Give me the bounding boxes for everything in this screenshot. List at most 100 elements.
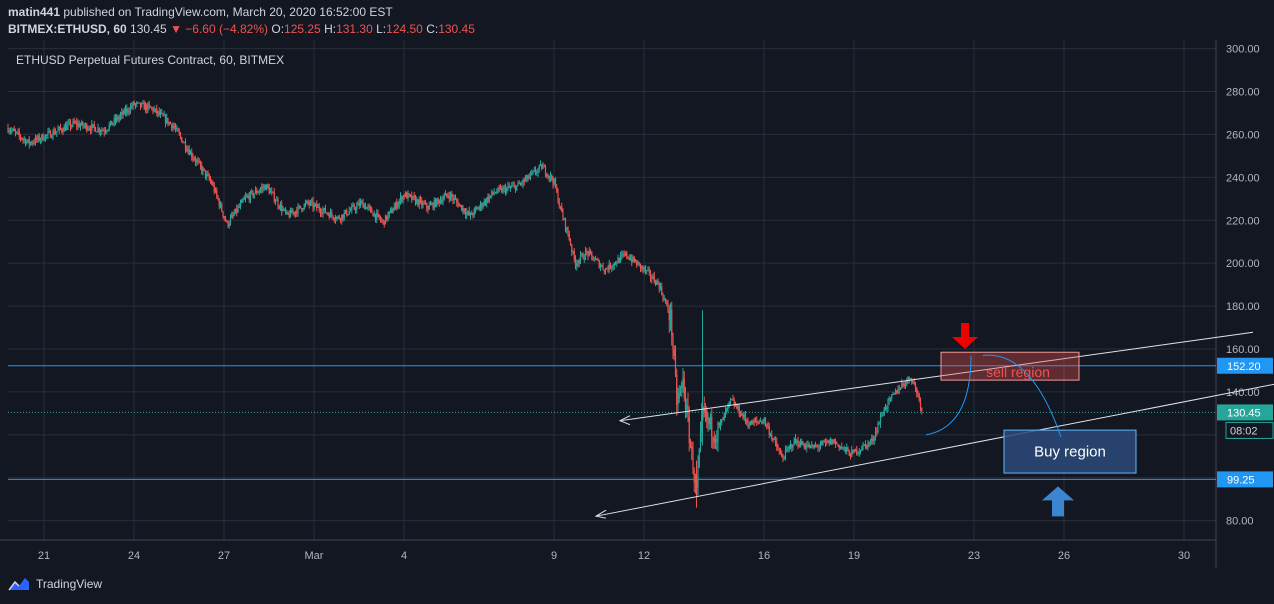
candle-body xyxy=(603,269,605,272)
candle-body xyxy=(472,214,474,216)
candle-body xyxy=(112,123,114,125)
candle-body xyxy=(346,210,348,216)
candle-body xyxy=(364,205,367,209)
chart-title: ETHUSD Perpetual Futures Contract, 60, B… xyxy=(16,53,285,67)
candle-body xyxy=(96,131,98,133)
upper-trendline[interactable] xyxy=(619,331,1254,422)
candle-body xyxy=(227,221,229,226)
candle-body xyxy=(323,208,325,211)
last-price: 130.45 xyxy=(130,22,167,36)
y-tick-label: 280.00 xyxy=(1226,87,1260,99)
candle-body xyxy=(497,187,499,193)
candle-body xyxy=(331,212,333,216)
candle-body xyxy=(314,203,317,205)
candle-body xyxy=(622,254,624,256)
candle-body xyxy=(8,131,10,133)
candle-body xyxy=(173,126,175,128)
candle-body xyxy=(501,188,503,193)
candle-body xyxy=(847,447,849,451)
candle-body xyxy=(843,447,845,449)
candle-body xyxy=(448,196,450,199)
candle-body xyxy=(147,104,149,111)
candle-body xyxy=(568,234,570,241)
candle-body xyxy=(584,250,587,259)
lower-trendline[interactable] xyxy=(595,381,1274,517)
y-tick-label: 140.00 xyxy=(1226,387,1260,399)
candle-body xyxy=(694,480,697,483)
candle-body xyxy=(239,202,242,207)
candle-body xyxy=(397,204,399,208)
candle-body xyxy=(447,195,449,197)
candle-body xyxy=(199,161,202,166)
candle-body xyxy=(148,104,150,106)
candle-body xyxy=(449,193,452,199)
candle-body xyxy=(606,268,608,270)
author-name[interactable]: matin441 xyxy=(8,5,61,19)
candle-body xyxy=(212,184,214,186)
candle-body xyxy=(747,421,749,426)
candle-body xyxy=(758,421,760,423)
candle-body xyxy=(352,205,354,207)
candle-body xyxy=(302,209,304,211)
candle-body xyxy=(827,440,829,442)
candle-body xyxy=(137,102,139,104)
close-value: 130.45 xyxy=(438,22,475,36)
candle-body xyxy=(891,394,893,398)
candle-body xyxy=(284,209,287,213)
candle-body xyxy=(328,214,330,218)
candle-body xyxy=(441,200,443,203)
candle-body xyxy=(368,206,370,208)
buy-region-box[interactable] xyxy=(1003,429,1137,474)
candle-body xyxy=(692,448,694,474)
candle-body xyxy=(881,415,883,417)
candle-body xyxy=(919,399,922,409)
candle-body xyxy=(663,298,665,300)
candle-body xyxy=(793,438,795,446)
candle-body xyxy=(387,214,389,220)
candle-body xyxy=(908,376,910,380)
candle-body xyxy=(374,213,377,220)
candle-body xyxy=(769,434,772,436)
candle-body xyxy=(107,129,109,131)
candle-body xyxy=(764,418,767,425)
candle-body xyxy=(503,187,505,189)
candle-body xyxy=(291,210,293,214)
candle-body xyxy=(864,444,867,446)
x-tick-label: 9 xyxy=(551,550,557,562)
high-value: 131.30 xyxy=(336,22,373,36)
candle-body xyxy=(267,184,269,188)
candle-body xyxy=(251,191,253,193)
price-chart[interactable]: 80.00100.00120.00140.00160.00180.00200.0… xyxy=(0,40,1274,568)
candle-body xyxy=(119,114,122,118)
candle-body xyxy=(766,424,768,426)
candle-body xyxy=(47,131,49,135)
candle-body xyxy=(391,209,393,213)
candle-body xyxy=(673,350,675,356)
footer-branding[interactable]: TradingView xyxy=(8,576,102,592)
candle-body xyxy=(312,201,314,208)
symbol-label: BITMEX:ETHUSD, 60 xyxy=(8,22,127,36)
candle-body xyxy=(7,127,9,132)
candle-body xyxy=(763,418,765,422)
candle-body xyxy=(529,172,532,177)
candle-body xyxy=(423,202,425,204)
sell-region-box[interactable] xyxy=(940,351,1080,381)
tradingview-logo-icon xyxy=(8,578,29,591)
candle-body xyxy=(289,210,292,217)
candle-body xyxy=(918,394,920,400)
candle-body xyxy=(23,139,25,141)
candle-body xyxy=(759,421,762,423)
candle-body xyxy=(344,210,347,213)
candle-body xyxy=(613,262,615,267)
candle-body xyxy=(921,408,923,411)
candle-body xyxy=(91,124,93,131)
candle-body xyxy=(293,211,295,214)
candle-body xyxy=(438,200,440,204)
candle-body xyxy=(304,202,307,205)
candle-body xyxy=(363,205,365,208)
candle-body xyxy=(409,194,412,196)
candle-body xyxy=(138,102,140,104)
candle-body xyxy=(773,438,775,440)
candle-body xyxy=(87,128,89,131)
candle-body xyxy=(9,131,12,133)
